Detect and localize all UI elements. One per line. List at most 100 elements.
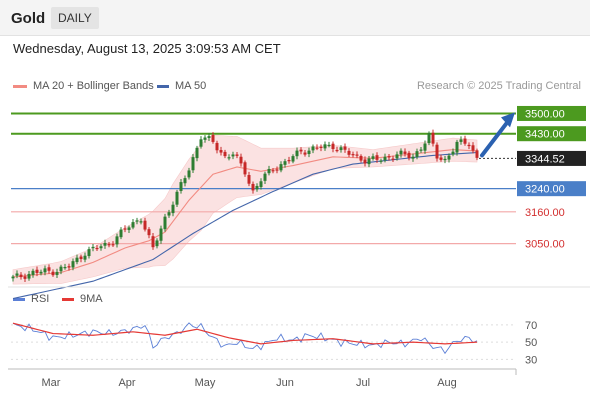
- candle-body: [179, 182, 183, 191]
- candle-body: [375, 155, 379, 160]
- rsi-tick-50: 50: [525, 337, 537, 349]
- candle-body: [71, 261, 75, 268]
- rsi-swatch: [13, 297, 25, 301]
- candle-body: [399, 150, 403, 155]
- candle-body: [211, 135, 215, 142]
- candle-body: [243, 162, 247, 175]
- credit-text: Research © 2025 Trading Central: [416, 80, 581, 92]
- candle-body: [91, 246, 95, 249]
- month-label-Jun: Jun: [276, 377, 294, 389]
- legend-ma20-label: MA 20 + Bollinger Bands: [33, 80, 154, 92]
- candle-body: [147, 229, 151, 236]
- candle-body: [175, 191, 179, 205]
- candle-body: [107, 244, 111, 246]
- candle-body: [279, 164, 283, 171]
- candle-body: [351, 154, 355, 156]
- candle-body: [331, 143, 335, 150]
- timestamp: Wednesday, August 13, 2025 3:09:53 AM CE…: [13, 41, 281, 56]
- candle-body: [287, 160, 291, 162]
- rsi-tick-30: 30: [525, 354, 537, 366]
- instrument-title: Gold: [11, 10, 46, 27]
- month-label-May: May: [195, 377, 216, 389]
- rsi-ma-swatch: [62, 297, 74, 301]
- candle-body: [139, 221, 143, 223]
- period-button[interactable]: DAILY: [51, 7, 99, 29]
- level-label-3240.00-bg: [517, 181, 586, 197]
- level-label-3430.00-bg: [517, 126, 586, 142]
- candle-body: [51, 271, 55, 276]
- level-label-3160.00: 3160.00: [525, 207, 565, 219]
- candle-body: [27, 273, 31, 279]
- level-label-3050.00: 3050.00: [525, 239, 565, 251]
- level-label-3430.00: 3430.00: [525, 129, 565, 141]
- legend-rsi-label: RSI: [31, 293, 50, 305]
- candle-body: [427, 133, 431, 144]
- candle-body: [431, 132, 435, 144]
- level-label-3240.00: 3240.00: [525, 184, 565, 196]
- candle-body: [63, 266, 67, 269]
- candle-body: [463, 138, 467, 144]
- candle-body: [251, 183, 255, 191]
- candle-body: [119, 229, 123, 238]
- candle-body: [291, 156, 295, 162]
- candle-body: [87, 249, 91, 257]
- candle-body: [271, 170, 275, 172]
- level-label-3500.00-bg: [517, 105, 586, 121]
- candle-body: [31, 270, 35, 275]
- candle-body: [167, 212, 171, 216]
- candle-body: [123, 228, 127, 230]
- candle-body: [223, 151, 227, 157]
- candle-body: [295, 150, 299, 157]
- candle-body: [83, 255, 87, 260]
- candle-body: [55, 271, 59, 275]
- rsi-series-RSI: [12, 322, 478, 355]
- candle-body: [359, 155, 363, 161]
- candle-body: [435, 144, 439, 159]
- candle-body: [23, 276, 27, 279]
- bollinger-band: [12, 134, 478, 285]
- candle-body: [103, 242, 107, 246]
- candle-body: [283, 161, 287, 165]
- candle-body: [339, 147, 343, 151]
- candle-body: [367, 158, 371, 165]
- candle-body: [443, 158, 447, 161]
- candle-body: [387, 156, 391, 158]
- candle-body: [47, 267, 51, 271]
- candle-body: [219, 150, 223, 153]
- candle-body: [259, 181, 263, 188]
- candle-body: [319, 146, 323, 148]
- rsi-tick-70: 70: [525, 320, 537, 332]
- candle-body: [35, 269, 39, 273]
- candle-body: [155, 240, 159, 247]
- candle-body: [475, 150, 479, 158]
- month-label-Apr: Apr: [118, 377, 135, 389]
- candle-body: [111, 244, 115, 246]
- candle-body: [159, 228, 163, 241]
- ma50-swatch: [157, 84, 169, 88]
- candle-body: [423, 143, 427, 151]
- candle-body: [299, 149, 303, 152]
- month-label-Mar: Mar: [42, 377, 61, 389]
- candle-body: [67, 266, 71, 268]
- candle-body: [391, 158, 395, 160]
- candle-body: [439, 157, 443, 160]
- candle-body: [363, 159, 367, 164]
- candle-body: [355, 154, 359, 156]
- legend-ma50: MA 50: [157, 80, 206, 92]
- legend-ma50-label: MA 50: [175, 80, 207, 92]
- chart-header: Gold DAILY: [0, 0, 590, 36]
- candle-body: [143, 220, 147, 230]
- candle-body: [247, 175, 251, 184]
- candle-body: [195, 147, 199, 159]
- last-price-label-bg: [517, 150, 586, 166]
- candle-body: [239, 156, 243, 164]
- candle-body: [203, 137, 207, 140]
- candle-body: [255, 185, 259, 190]
- legend-rsi-ma-label: 9MA: [80, 293, 103, 305]
- legend-rsi-ma: 9MA: [62, 293, 103, 305]
- month-label-Aug: Aug: [437, 377, 457, 389]
- forecast-arrow-head: [501, 112, 515, 128]
- candle-body: [419, 149, 423, 151]
- candle-body: [347, 150, 351, 155]
